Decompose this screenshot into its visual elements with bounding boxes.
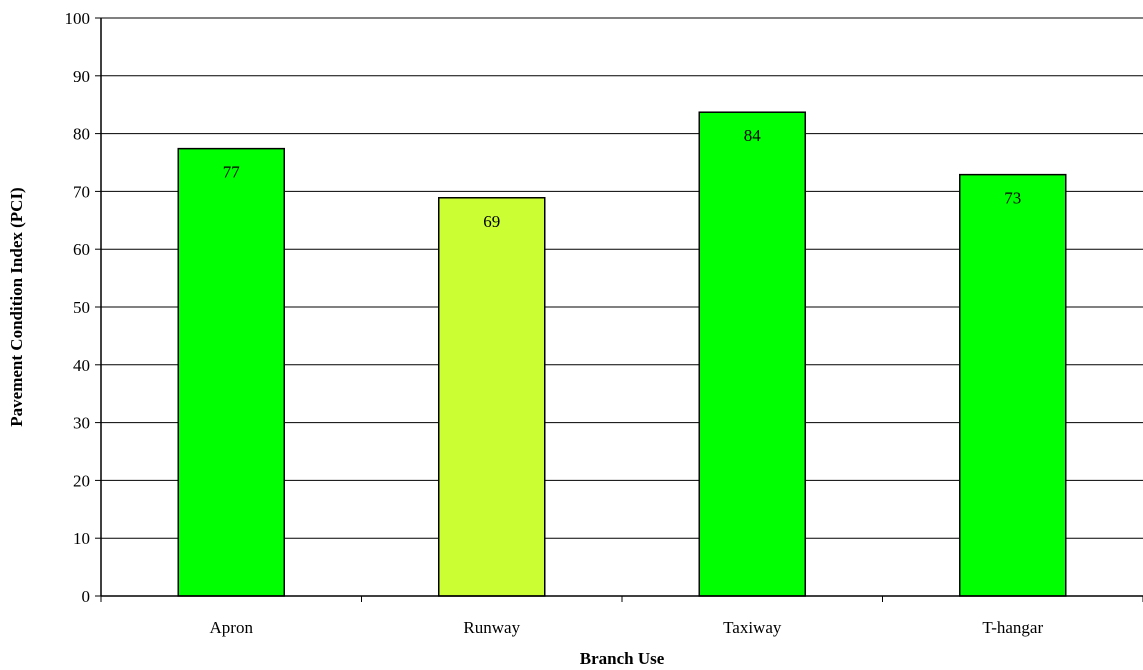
x-tick-label: Runway: [463, 618, 520, 637]
y-tick-label: 100: [65, 9, 91, 28]
axes: [95, 17, 1143, 602]
y-tick-label: 70: [73, 182, 90, 201]
x-tick-label: Taxiway: [723, 618, 782, 637]
y-tick-label: 90: [73, 67, 90, 86]
bar: [438, 197, 546, 597]
x-tick-label: Apron: [210, 618, 254, 637]
y-tick-label: 10: [73, 529, 90, 548]
y-tick-label: 20: [73, 471, 90, 490]
y-tick-label: 0: [82, 587, 91, 606]
y-tick-label: 60: [73, 240, 90, 259]
x-tick-label: T-hangar: [982, 618, 1043, 637]
bar: [698, 111, 806, 597]
data-label: 84: [744, 126, 762, 145]
bars: [177, 111, 1067, 597]
data-label: 73: [1004, 189, 1021, 208]
x-axis-title: Branch Use: [580, 649, 665, 668]
data-label: 77: [223, 163, 241, 182]
y-tick-label: 30: [73, 414, 90, 433]
y-tick-label: 50: [73, 298, 90, 317]
y-tick-label: 40: [73, 356, 90, 375]
bar: [177, 147, 285, 597]
y-axis-title: Pavement Condition Index (PCI): [7, 187, 26, 426]
y-tick-label: 80: [73, 125, 90, 144]
data-label: 69: [483, 212, 500, 231]
bar: [959, 173, 1067, 597]
labels: 0 10 20 30 40 50 60 70 80 90 100 77 Apron 69 Runway 84 T…: [65, 9, 1044, 637]
